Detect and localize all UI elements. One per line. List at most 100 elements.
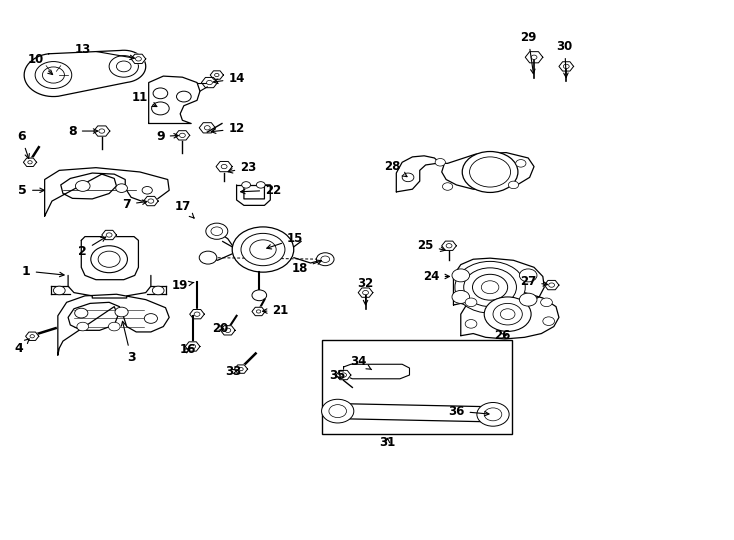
Polygon shape bbox=[216, 161, 232, 172]
Circle shape bbox=[473, 274, 508, 300]
Circle shape bbox=[98, 251, 120, 267]
Polygon shape bbox=[199, 123, 215, 133]
Text: 16: 16 bbox=[179, 343, 196, 356]
Circle shape bbox=[30, 335, 34, 338]
Circle shape bbox=[435, 159, 446, 166]
Circle shape bbox=[484, 297, 531, 332]
Text: 25: 25 bbox=[418, 239, 445, 252]
Polygon shape bbox=[23, 158, 37, 166]
Circle shape bbox=[465, 298, 477, 307]
Polygon shape bbox=[189, 309, 204, 319]
Text: 36: 36 bbox=[448, 404, 489, 417]
Polygon shape bbox=[144, 197, 159, 206]
Circle shape bbox=[75, 308, 88, 318]
Text: 24: 24 bbox=[424, 270, 449, 283]
Circle shape bbox=[250, 240, 276, 259]
Circle shape bbox=[153, 286, 164, 295]
Text: 23: 23 bbox=[228, 161, 256, 174]
Circle shape bbox=[194, 312, 200, 316]
Circle shape bbox=[211, 227, 222, 235]
Circle shape bbox=[341, 373, 346, 377]
Circle shape bbox=[225, 328, 230, 333]
Circle shape bbox=[316, 253, 334, 266]
Circle shape bbox=[252, 290, 266, 301]
Circle shape bbox=[363, 291, 368, 295]
Circle shape bbox=[117, 61, 131, 72]
Circle shape bbox=[179, 133, 185, 138]
Polygon shape bbox=[26, 332, 39, 340]
Circle shape bbox=[443, 183, 453, 190]
Circle shape bbox=[520, 293, 537, 306]
Text: 21: 21 bbox=[263, 304, 288, 317]
Circle shape bbox=[109, 56, 139, 77]
Polygon shape bbox=[252, 307, 265, 316]
Polygon shape bbox=[344, 364, 410, 379]
Circle shape bbox=[232, 227, 294, 272]
Circle shape bbox=[541, 298, 553, 307]
Circle shape bbox=[477, 402, 509, 426]
Circle shape bbox=[470, 157, 511, 187]
Text: 34: 34 bbox=[350, 355, 371, 369]
Circle shape bbox=[91, 246, 128, 273]
Circle shape bbox=[484, 408, 502, 421]
Text: 13: 13 bbox=[75, 43, 134, 59]
Text: 32: 32 bbox=[357, 277, 374, 305]
Circle shape bbox=[549, 283, 555, 287]
Circle shape bbox=[465, 320, 477, 328]
Text: 28: 28 bbox=[385, 160, 407, 177]
Text: 5: 5 bbox=[18, 184, 44, 197]
Circle shape bbox=[106, 233, 112, 237]
Polygon shape bbox=[24, 50, 146, 97]
Polygon shape bbox=[545, 280, 559, 290]
Polygon shape bbox=[526, 52, 543, 63]
Polygon shape bbox=[149, 76, 200, 124]
Circle shape bbox=[452, 269, 470, 282]
Circle shape bbox=[136, 57, 142, 61]
Circle shape bbox=[482, 281, 499, 294]
Circle shape bbox=[148, 199, 154, 203]
Circle shape bbox=[221, 165, 227, 168]
Polygon shape bbox=[45, 167, 170, 216]
Circle shape bbox=[256, 310, 261, 313]
Circle shape bbox=[153, 88, 168, 99]
Circle shape bbox=[54, 286, 65, 295]
Text: 15: 15 bbox=[266, 232, 303, 249]
Text: 4: 4 bbox=[15, 339, 29, 355]
Circle shape bbox=[501, 309, 515, 320]
Text: 9: 9 bbox=[156, 130, 178, 143]
Circle shape bbox=[329, 404, 346, 417]
Circle shape bbox=[321, 256, 330, 262]
Circle shape bbox=[77, 322, 89, 331]
Circle shape bbox=[256, 181, 265, 188]
Polygon shape bbox=[185, 342, 200, 351]
Polygon shape bbox=[175, 131, 189, 140]
Text: 11: 11 bbox=[132, 91, 157, 106]
Circle shape bbox=[241, 233, 285, 266]
Circle shape bbox=[402, 173, 414, 181]
Polygon shape bbox=[442, 241, 457, 251]
Circle shape bbox=[189, 345, 195, 349]
Circle shape bbox=[509, 181, 519, 188]
Text: 8: 8 bbox=[68, 125, 98, 138]
Circle shape bbox=[452, 291, 470, 303]
Circle shape bbox=[43, 67, 65, 83]
Polygon shape bbox=[201, 77, 217, 87]
Text: 14: 14 bbox=[214, 72, 244, 85]
Circle shape bbox=[464, 268, 517, 307]
Circle shape bbox=[152, 102, 170, 115]
Circle shape bbox=[176, 91, 191, 102]
Polygon shape bbox=[461, 291, 559, 339]
Polygon shape bbox=[220, 326, 235, 335]
Text: 35: 35 bbox=[330, 368, 346, 382]
Circle shape bbox=[543, 317, 555, 326]
Text: 10: 10 bbox=[28, 53, 53, 75]
Circle shape bbox=[35, 62, 72, 89]
Polygon shape bbox=[68, 275, 151, 298]
Text: 31: 31 bbox=[379, 436, 396, 449]
Text: 22: 22 bbox=[241, 184, 281, 197]
Circle shape bbox=[455, 261, 526, 313]
Text: 27: 27 bbox=[520, 275, 548, 288]
Polygon shape bbox=[102, 231, 117, 240]
Polygon shape bbox=[336, 370, 351, 380]
Circle shape bbox=[446, 244, 452, 248]
